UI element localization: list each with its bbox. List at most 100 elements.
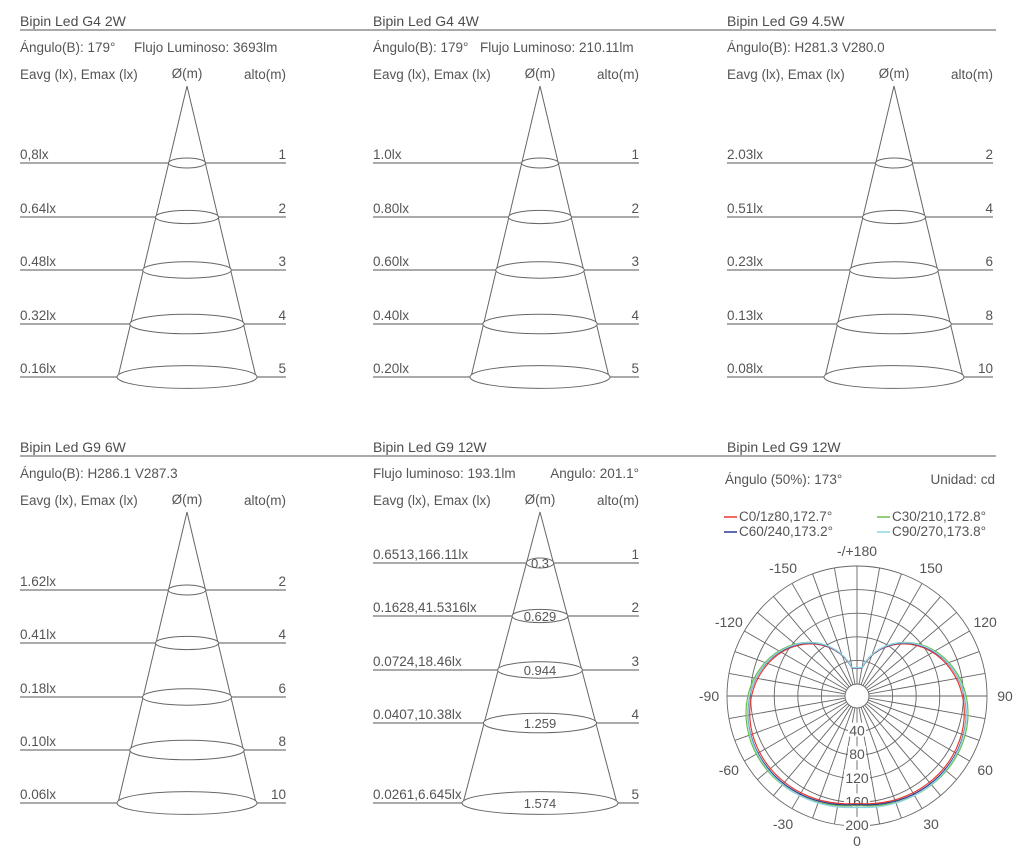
polar-spoke (744, 701, 847, 762)
cone-section (461, 791, 619, 815)
cone-section (167, 584, 207, 596)
header-height: alto(m) (597, 67, 639, 82)
ring-label-bg (844, 817, 870, 831)
cone-edge (539, 511, 618, 804)
header-diameter: Ø(m) (172, 66, 203, 81)
height-label: 2 (985, 147, 993, 162)
cone-edge (186, 85, 257, 378)
info-text: Ángulo(B): 179° (373, 40, 468, 55)
illuminance-label: 0.10lx (20, 734, 56, 749)
cone-section (482, 313, 598, 335)
legend-label: C30/210,172.8° (892, 509, 986, 524)
illuminance-label: 0.0261,6.645lx (373, 787, 462, 802)
polar-spoke (862, 583, 923, 686)
cone-section (141, 688, 233, 706)
polar-spoke (744, 630, 847, 691)
ring-label: 80 (849, 746, 865, 762)
panel-info: Ángulo(B): 179° Flujo Luminoso: 3693lm Á… (20, 40, 885, 481)
angle-label: 90 (997, 688, 1013, 704)
illuminance-label: 1.0lx (373, 147, 402, 162)
illuminance-label: 0.1628,41.5316lx (373, 600, 477, 615)
polar-diagram: 4080120160200-/+180150-150120-12090-9060… (699, 543, 1013, 849)
cone-section (511, 608, 569, 624)
cone-section (874, 157, 914, 169)
legend-label: C90/270,173.8° (892, 524, 986, 539)
distribution-curve (746, 641, 968, 809)
angle-label: -60 (719, 762, 739, 778)
header-illuminance: Eavg (lx), Emax (lx) (727, 67, 845, 82)
ring-label: 120 (845, 770, 869, 786)
cone-panel: Eavg (lx), Emax (lx) Ø(m) alto(m) 2.03lx 2 0.… (727, 66, 993, 389)
legend-label: C0/1z80,172.7° (739, 509, 832, 524)
illuminance-label: 2.03lx (727, 147, 763, 162)
polar-spoke (864, 596, 941, 688)
cone-section (129, 739, 245, 761)
illuminance-label: 0.41lx (20, 627, 56, 642)
illuminance-label: 0.20lx (373, 361, 409, 376)
cone-edge (539, 85, 610, 378)
info-text: Flujo Luminoso: 3693lm (134, 40, 277, 55)
illuminance-label: 0.60lx (373, 254, 409, 269)
height-label: 6 (985, 254, 993, 269)
cone-edge (462, 511, 541, 804)
panel-title: Bipin Led G4 4W (373, 13, 480, 29)
height-label: 10 (978, 361, 993, 376)
height-label: 5 (631, 361, 639, 376)
polar-angle-label: Ángulo (50%): 173° (725, 472, 842, 487)
polar-spoke (868, 651, 980, 693)
height-label: 5 (631, 787, 639, 802)
angle-label: -150 (769, 560, 797, 576)
polar-spoke (858, 567, 881, 685)
info-text: Flujo Luminoso: 210.11lm (480, 40, 634, 55)
height-label: 4 (985, 201, 993, 216)
diameter-label: 0.3 (531, 556, 549, 571)
illuminance-label: 0.0724,18.46lx (373, 654, 462, 669)
illuminance-label: 0.80lx (373, 201, 409, 216)
illuminance-label: 0.06lx (20, 787, 56, 802)
cone-section (497, 661, 583, 679)
cone-section (507, 209, 573, 225)
angle-label: -30 (773, 816, 793, 832)
cone-section (520, 157, 560, 169)
cone-edge (117, 511, 188, 804)
header-height: alto(m) (244, 67, 286, 82)
polar-hub (844, 683, 870, 709)
header-illuminance: Eavg (lx), Emax (lx) (20, 67, 138, 82)
ring-label-bg (848, 722, 866, 737)
header-illuminance: Eavg (lx), Emax (lx) (373, 67, 491, 82)
polar-spoke (757, 612, 849, 689)
polar-legend: C0/1z80,172.7° C30/210,172.8° C60/240,173.… (724, 509, 986, 539)
ring-label-bg (844, 769, 870, 784)
distribution-curve (749, 643, 965, 805)
polar-spoke (862, 706, 923, 809)
height-label: 3 (631, 254, 639, 269)
angle-label: -/+180 (837, 543, 877, 559)
angle-label: 150 (919, 560, 943, 576)
illuminance-label: 0.08lx (727, 361, 763, 376)
cone-section (525, 557, 555, 569)
polar-spoke (868, 672, 986, 695)
polar-spoke (864, 704, 941, 796)
header-diameter: Ø(m) (172, 492, 203, 507)
polar-unit-label: Unidad: cd (930, 472, 995, 487)
polar-spoke (868, 699, 980, 741)
polar-spoke (791, 706, 852, 809)
height-label: 2 (278, 574, 286, 589)
info-text: Angulo: 201.1° (550, 466, 639, 481)
polar-spoke (791, 583, 852, 686)
panel-title: Bipin Led G4 2W (20, 13, 127, 29)
polar-spoke (734, 651, 846, 693)
distribution-curve (745, 641, 969, 807)
diameter-label: 0.629 (524, 609, 557, 624)
illuminance-label: 0.16lx (20, 361, 56, 376)
polar-spoke (833, 567, 856, 685)
illuminance-label: 0.48lx (20, 254, 56, 269)
angle-label: 0 (853, 833, 861, 849)
polar-spoke (867, 701, 970, 762)
polar-spoke (773, 596, 850, 688)
cone-panel: Eavg (lx), Emax (lx) Ø(m) alto(m) 1.0lx 1 0.8… (373, 66, 639, 389)
cone-section (823, 365, 965, 389)
height-label: 1 (278, 147, 286, 162)
ring-label: 40 (849, 723, 865, 739)
cone-panel: Eavg (lx), Emax (lx) Ø(m) alto(m) 1.62lx 2 0.… (20, 492, 286, 815)
